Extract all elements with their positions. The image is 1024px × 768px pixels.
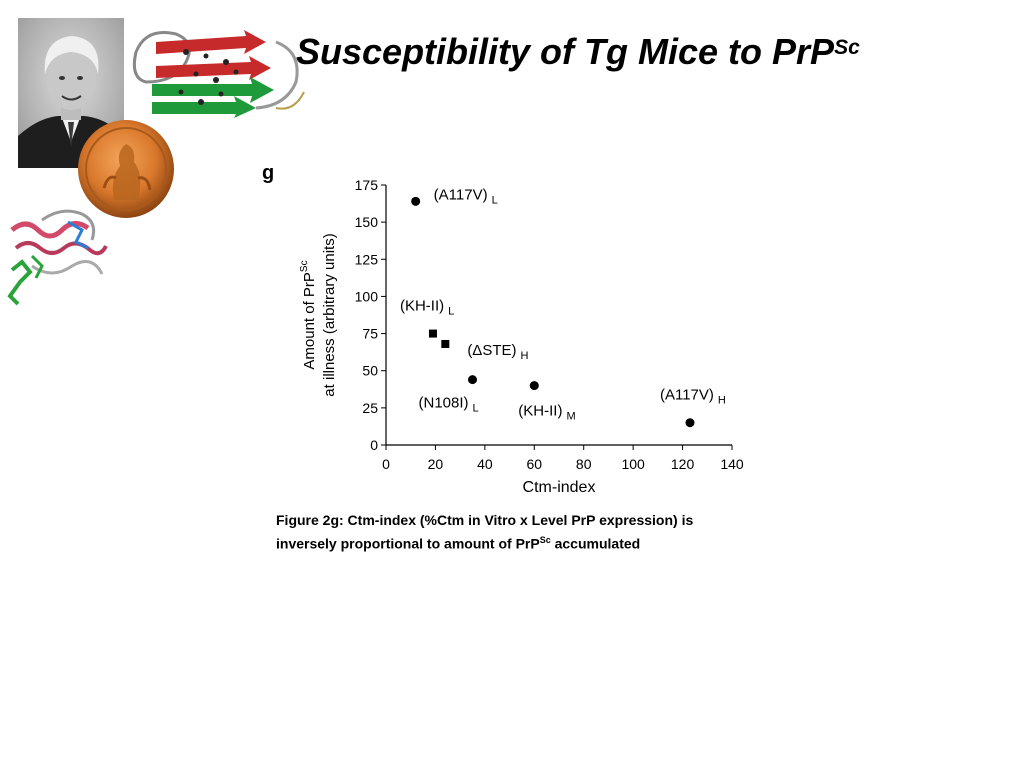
panel-label: g: [262, 162, 274, 184]
y-tick-label: 0: [370, 437, 378, 453]
figure-caption: Figure 2g: Ctm-index (%Ctm in Vitro x Le…: [276, 510, 836, 554]
caption-line-2: inversely proportional to amount of PrPS…: [276, 530, 836, 554]
data-point-label-subscript: L: [492, 194, 498, 206]
data-point-square: [428, 329, 437, 338]
x-tick-label: 40: [477, 456, 493, 472]
medal-image: [78, 120, 174, 218]
x-axis-title: Ctm-index: [523, 479, 596, 496]
data-point-label-text: (A117V): [660, 387, 714, 404]
data-point-label: (N108I) L: [419, 395, 479, 415]
data-point-square: [441, 339, 450, 348]
data-point-label: (A117V) L: [434, 186, 498, 206]
y-tick-label: 50: [362, 363, 378, 379]
data-point-label-text: (KH-II): [518, 403, 562, 420]
data-point-label-text: (KH-II): [400, 298, 444, 315]
caption-line-2-end: accumulated: [550, 535, 641, 552]
y-tick-label: 25: [362, 400, 378, 416]
data-point-label: (A117V) H: [660, 387, 726, 407]
data-point-label-text: (N108I): [419, 395, 469, 412]
data-point-label: (KH-II) M: [518, 403, 575, 423]
data-point-circle: [685, 418, 695, 428]
x-tick-label: 100: [621, 456, 645, 472]
x-tick-label: 120: [671, 456, 695, 472]
y-tick-label: 175: [355, 177, 379, 193]
caption-superscript: Sc: [539, 535, 551, 545]
x-tick-label: 0: [382, 456, 390, 472]
y-axis-title-line1: Amount of PrPSc: [299, 260, 318, 369]
caption-line-2-text: inversely proportional to amount of PrP: [276, 535, 540, 552]
data-point-circle: [468, 375, 477, 385]
data-point-label-text: (ΔSTE): [467, 342, 516, 359]
y-axis-title-superscript: Sc: [299, 260, 310, 272]
slide-title-superscript: Sc: [834, 36, 860, 59]
y-axis-title-line2: at illness (arbitrary units): [321, 233, 338, 396]
chart-marks: (A117V) L(KH-II) L(ΔSTE) H(N108I) L (KH-II) M(…: [400, 186, 726, 428]
y-tick-label: 125: [355, 251, 379, 267]
data-point-label-subscript: H: [718, 395, 726, 407]
y-tick-label: 75: [362, 326, 378, 342]
y-tick-label: 100: [355, 288, 379, 304]
data-point-label: (KH-II) L: [400, 298, 454, 318]
data-point-label-subscript: L: [448, 306, 454, 318]
slide-title-text: Susceptibility of Tg Mice to PrP: [296, 31, 835, 72]
y-axis-title: Amount of PrPSc at illness (arbitrary un…: [299, 233, 338, 396]
y-tick-label: 150: [355, 214, 379, 230]
protein-ribbon-image: [126, 22, 308, 118]
scatter-chart: g Amount of PrPSc at illness (arbitrary …: [262, 162, 744, 496]
data-point-label-subscript: M: [566, 411, 575, 423]
chart-axes: 0 25 50 75 100 125 150 175 0 20 40 60 80 100 120 140: [355, 177, 744, 472]
data-point-label-text: (A117V): [434, 186, 488, 203]
x-tick-label: 20: [428, 456, 444, 472]
slide-title: Susceptibility of Tg Mice to PrPSc: [296, 30, 860, 74]
data-point-label-subscript: L: [473, 403, 479, 415]
x-tick-label: 60: [526, 456, 542, 472]
data-point-label-subscript: H: [521, 350, 529, 362]
x-tick-label: 140: [720, 456, 744, 472]
y-axis-title-line1-text: Amount of PrP: [301, 272, 318, 370]
data-point-label: (ΔSTE) H: [467, 342, 528, 362]
caption-line-1: Figure 2g: Ctm-index (%Ctm in Vitro x Le…: [276, 512, 694, 528]
protein-structure-image: [7, 209, 108, 306]
x-tick-label: 80: [576, 456, 592, 472]
data-point-circle: [529, 381, 539, 391]
data-point-circle: [411, 196, 421, 206]
